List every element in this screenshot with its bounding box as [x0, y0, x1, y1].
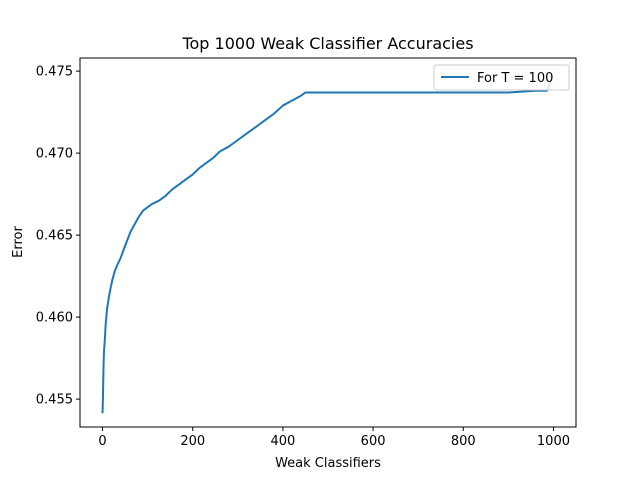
legend-box: [433, 64, 570, 91]
legend: For T = 100: [433, 64, 570, 91]
y-tick-label: 0.460: [36, 311, 73, 326]
plot-area: [79, 57, 577, 428]
x-tick-label: 200: [180, 434, 205, 449]
y-axis-title: Error: [11, 226, 26, 258]
x-axis-title: Weak Classifiers: [275, 456, 381, 471]
legend-label: For T = 100: [477, 71, 553, 86]
x-tick-label: 1000: [537, 434, 570, 449]
x-tick-label: 400: [270, 434, 295, 449]
y-tick-label: 0.475: [36, 65, 73, 80]
y-tick-label: 0.465: [36, 229, 73, 244]
x-tick-label: 0: [98, 434, 106, 449]
chart-title: Top 1000 Weak Classifier Accuracies: [181, 34, 473, 53]
x-axis: 0 200 400 600 800 1000: [98, 427, 570, 449]
series-line: [101, 79, 553, 414]
y-axis: 0.455 0.460 0.465 0.470 0.475: [36, 65, 80, 408]
x-tick-label: 600: [361, 434, 386, 449]
y-tick-label: 0.470: [36, 147, 73, 162]
y-tick-label: 0.455: [36, 393, 73, 408]
x-tick-label: 800: [451, 434, 476, 449]
plot-frame: [79, 57, 577, 428]
data-layer: [101, 79, 553, 414]
